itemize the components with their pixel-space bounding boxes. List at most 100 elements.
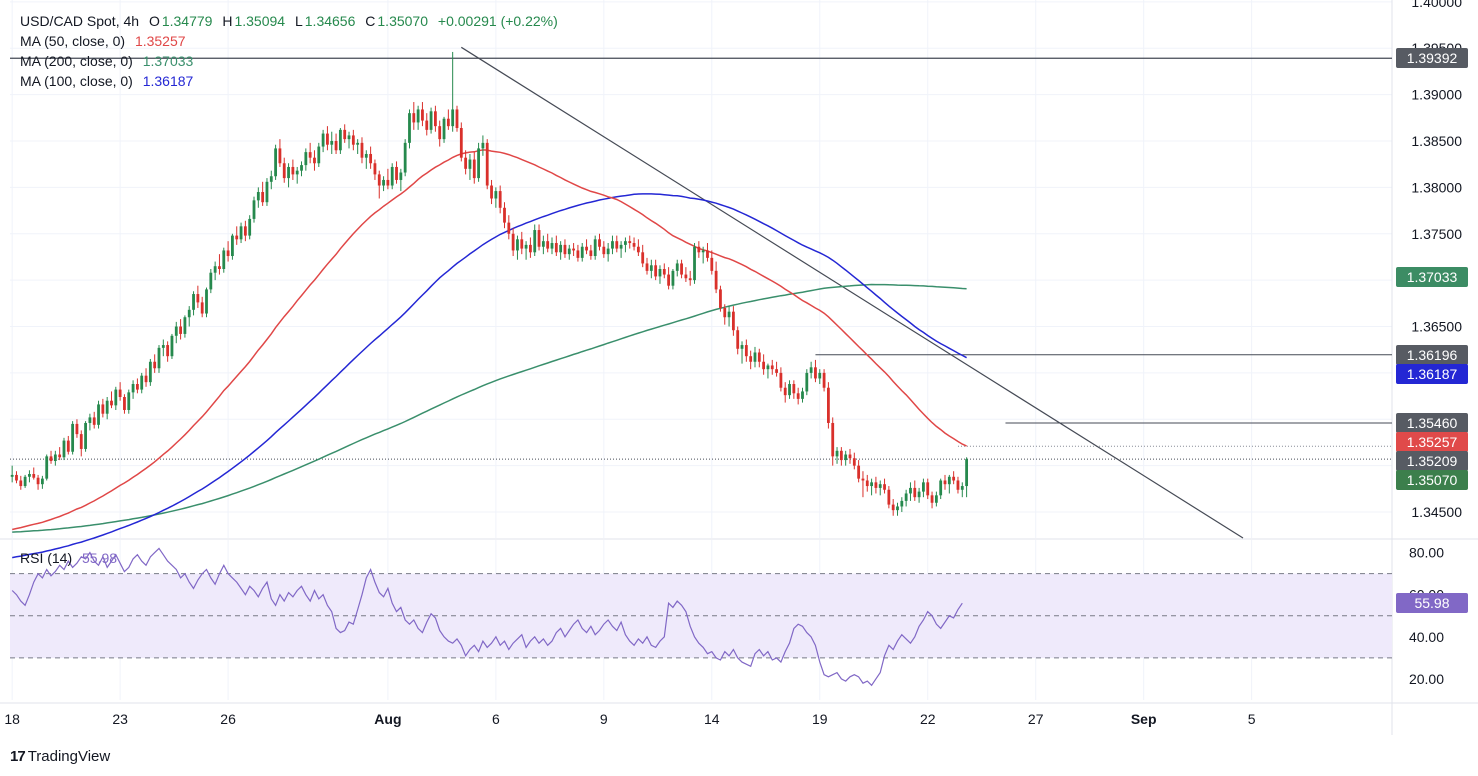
candle [723, 304, 727, 325]
candle [239, 222, 243, 244]
candle [909, 482, 912, 501]
candle [218, 254, 221, 275]
candle [399, 168, 403, 192]
candle-body [857, 465, 861, 479]
candle [930, 491, 934, 509]
candle [878, 480, 882, 496]
candle-body [110, 400, 113, 406]
candle-body [861, 478, 865, 481]
candle-body [693, 246, 696, 281]
candle-body [939, 480, 943, 496]
candle-body [930, 495, 934, 503]
candle-body [308, 152, 312, 158]
candle [338, 128, 342, 154]
candle-body [628, 241, 632, 244]
candle-body [468, 159, 472, 169]
candle [53, 450, 57, 466]
candle-body [291, 166, 295, 175]
candle [956, 476, 960, 494]
candle-body [377, 174, 381, 186]
candle-body [295, 170, 299, 175]
candle [671, 269, 675, 290]
candle [598, 233, 601, 251]
time-tick-label: 22 [920, 711, 936, 727]
candle-body [516, 239, 519, 251]
candle-body [883, 484, 886, 490]
candle [766, 363, 770, 379]
candle [334, 133, 338, 154]
candle-body [373, 163, 377, 175]
candle [662, 263, 666, 279]
candle-body [433, 111, 437, 127]
candle [235, 226, 239, 245]
rsi-tick-label: 80.00 [1409, 545, 1444, 561]
candle [658, 265, 662, 284]
candle-body [490, 185, 493, 199]
rsi-legend[interactable]: RSI (14) 55.98 [20, 549, 119, 567]
candle [887, 486, 891, 509]
candle [848, 448, 852, 464]
candle [148, 358, 152, 386]
candle [269, 170, 273, 190]
symbol-title[interactable]: USD/CAD Spot, 4h [20, 13, 140, 29]
candle-body [947, 476, 951, 485]
candle-body [304, 152, 308, 166]
ma50-legend[interactable]: MA (50, close, 0) 1.35257 [20, 32, 188, 50]
price-axis-label: 1.36196 [1396, 344, 1468, 365]
time-tick-label: 14 [704, 711, 720, 727]
candle-body [256, 192, 260, 201]
candle-body [865, 480, 869, 487]
ma50-label: MA (50, close, 0) [20, 33, 126, 49]
candle [796, 387, 800, 405]
candle [900, 497, 904, 513]
candle-body [731, 311, 735, 331]
candle-body [330, 140, 334, 145]
candle-body [313, 157, 316, 164]
candle-body [788, 384, 791, 396]
candle-body [576, 250, 580, 258]
candle [200, 296, 204, 318]
time-tick-label: 18 [4, 711, 20, 727]
ma200-legend[interactable]: MA (200, close, 0) 1.37033 [20, 52, 195, 70]
candle-body [779, 372, 783, 388]
rsi-tick-label: 20.00 [1409, 671, 1444, 687]
candle-body [507, 222, 511, 234]
candle-body [261, 192, 265, 203]
candle [511, 228, 515, 257]
candle [965, 457, 969, 498]
candle [395, 161, 398, 184]
candle [23, 474, 27, 488]
candle [624, 237, 627, 253]
candle-body [412, 113, 416, 123]
candle [762, 354, 766, 375]
candle [835, 447, 839, 464]
candle [706, 243, 709, 262]
candle-body [347, 135, 351, 140]
candle [300, 161, 303, 177]
tradingview-brand[interactable]: 17 TradingView [10, 746, 110, 766]
candle-body [459, 128, 463, 158]
candle-body [658, 269, 662, 277]
candle [256, 187, 260, 208]
time-tick-label: 27 [1028, 711, 1044, 727]
candle [351, 129, 355, 151]
candle [654, 259, 658, 281]
candle-body [904, 493, 908, 501]
candle [580, 243, 584, 262]
candle [248, 215, 252, 240]
candle [477, 142, 480, 182]
candle-body [334, 140, 338, 151]
price-axis-label: 1.35209 [1396, 450, 1468, 471]
candle-body [395, 166, 398, 180]
rsi-value: 55.98 [82, 550, 118, 566]
candle [412, 102, 416, 130]
candle [278, 139, 282, 167]
candle-body [887, 489, 891, 505]
candle-body [762, 361, 766, 370]
candle-body [226, 250, 230, 257]
ma100-legend[interactable]: MA (100, close, 0) 1.36187 [20, 72, 195, 90]
candle-body [157, 347, 161, 369]
candle-body [671, 270, 675, 286]
candle-body [326, 133, 329, 145]
